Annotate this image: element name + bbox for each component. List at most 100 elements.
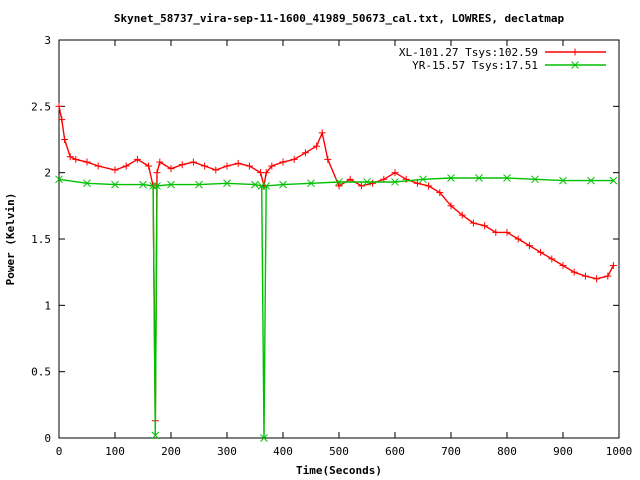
data-point-yr-d2 xyxy=(139,180,147,189)
data-point-yr-d2 xyxy=(260,434,268,442)
data-point-yr-d2 xyxy=(83,179,91,188)
data-point-xl xyxy=(425,182,433,190)
data-point-xl xyxy=(245,162,253,170)
data-point-xl xyxy=(156,158,164,166)
data-point-xl xyxy=(391,169,399,177)
data-point-yr xyxy=(447,174,455,182)
data-point-yr-d2 xyxy=(251,180,259,189)
data-point-yr-d2 xyxy=(153,182,161,190)
data-point-xl xyxy=(458,211,466,219)
data-point-yr xyxy=(151,431,160,440)
data-point-yr-d2 xyxy=(262,182,271,190)
data-point-yr xyxy=(55,175,63,184)
data-point-xl xyxy=(55,102,63,110)
axis-frame xyxy=(58,39,620,439)
data-point-yr-d2 xyxy=(111,180,119,189)
data-point-xl xyxy=(94,162,102,170)
data-point-xl xyxy=(413,179,421,187)
data-point-yr xyxy=(419,175,427,184)
chart-title: Skynet_58737_vira-sep-11-1600_41989_5067… xyxy=(114,12,565,25)
legend-entry-yr: YR-15.57 Tsys:17.51 xyxy=(412,59,606,72)
data-point-yr xyxy=(153,182,161,190)
y-axis: 0 0.5 1 1.5 2 2.5 3 xyxy=(31,34,619,445)
series-line-yr xyxy=(58,177,614,439)
data-point-xl xyxy=(581,272,589,280)
data-point-xl xyxy=(153,169,161,177)
plot-area xyxy=(55,102,618,442)
data-point-xl xyxy=(436,189,444,197)
legend-label-xl: XL-101.27 Tsys:102.59 xyxy=(399,46,538,59)
data-point-xl xyxy=(357,182,365,190)
x-tick-label: 600 xyxy=(385,445,405,458)
x-tick-label: 900 xyxy=(553,445,573,458)
data-point-xl xyxy=(189,158,197,166)
data-point-xl xyxy=(469,219,477,227)
data-point-yr xyxy=(195,180,203,189)
data-point-xl xyxy=(122,162,130,170)
data-point-xl xyxy=(234,159,242,167)
data-point-xl xyxy=(133,155,141,163)
data-point-yr xyxy=(475,174,483,182)
data-point-xl xyxy=(503,228,511,236)
data-point-xl xyxy=(313,142,321,150)
data-point-yr xyxy=(363,178,371,186)
y-tick-label: 3 xyxy=(44,34,51,47)
y-tick-label: 1.5 xyxy=(31,233,51,246)
x-tick-label: 300 xyxy=(217,445,237,458)
y-tick-label: 1 xyxy=(44,299,51,312)
data-point-yr xyxy=(559,176,567,185)
data-point-yr xyxy=(251,180,259,189)
data-point-yr xyxy=(223,179,231,188)
data-point-yr xyxy=(587,176,595,185)
data-point-yr-d2 xyxy=(475,174,483,182)
data-point-yr-d2 xyxy=(447,174,455,182)
data-point-yr xyxy=(279,180,287,189)
y-tick-label: 2.5 xyxy=(31,100,51,113)
data-point-xl xyxy=(548,255,556,263)
x-tick-label: 500 xyxy=(329,445,349,458)
data-point-xl xyxy=(604,272,612,280)
data-point-xl xyxy=(301,149,309,157)
y-tick-label: 0 xyxy=(44,432,51,445)
legend-marker-xl xyxy=(571,48,579,56)
data-point-yr-d2 xyxy=(609,176,618,185)
data-point-xl xyxy=(72,155,80,163)
data-point-yr-d2 xyxy=(223,179,231,188)
data-point-yr-d2 xyxy=(195,180,203,189)
data-point-yr-d2 xyxy=(503,174,511,182)
legend-marker-yr xyxy=(571,61,579,69)
legend-entry-xl: XL-101.27 Tsys:102.59 xyxy=(399,46,606,59)
data-point-yr-d2 xyxy=(149,182,157,190)
y-tick-label: 0.5 xyxy=(31,366,51,379)
data-point-yr xyxy=(609,176,618,185)
series-yr xyxy=(55,174,618,442)
data-point-xl xyxy=(369,179,377,187)
data-point-yr xyxy=(139,180,147,189)
data-point-yr xyxy=(391,178,399,186)
x-tick-label: 100 xyxy=(105,445,125,458)
data-point-xl xyxy=(492,228,500,236)
data-point-xl xyxy=(268,162,276,170)
data-point-xl xyxy=(167,165,175,173)
data-point-xl xyxy=(145,162,153,170)
data-point-xl xyxy=(537,248,545,256)
data-point-yr-d2 xyxy=(419,175,427,184)
data-point-yr xyxy=(531,175,539,184)
data-point-yr-d2 xyxy=(151,431,160,440)
data-point-xl xyxy=(178,161,186,169)
data-point-xl xyxy=(111,166,119,174)
data-point-xl xyxy=(223,162,231,170)
data-point-yr-d2 xyxy=(279,180,287,189)
data-point-xl xyxy=(290,155,298,163)
data-point-yr xyxy=(83,179,91,188)
data-point-yr xyxy=(260,434,268,442)
data-point-xl xyxy=(570,268,578,276)
series-line-xl xyxy=(58,106,615,421)
data-point-xl xyxy=(525,242,533,250)
data-point-xl xyxy=(481,222,489,230)
data-point-yr-d2 xyxy=(587,176,595,185)
data-point-yr xyxy=(149,182,157,190)
plot-frame xyxy=(58,39,620,439)
